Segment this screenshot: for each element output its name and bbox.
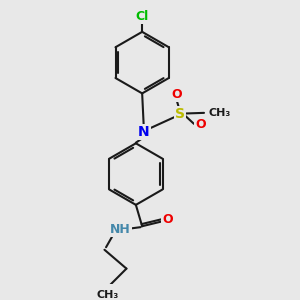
Text: CH₃: CH₃ (208, 108, 230, 118)
Text: O: O (171, 88, 182, 100)
Text: Cl: Cl (136, 10, 149, 22)
Text: CH₃: CH₃ (97, 290, 119, 300)
Text: O: O (162, 213, 172, 226)
Text: N: N (138, 125, 149, 139)
Text: NH: NH (110, 223, 130, 236)
Text: O: O (195, 118, 206, 131)
Text: S: S (175, 107, 185, 122)
